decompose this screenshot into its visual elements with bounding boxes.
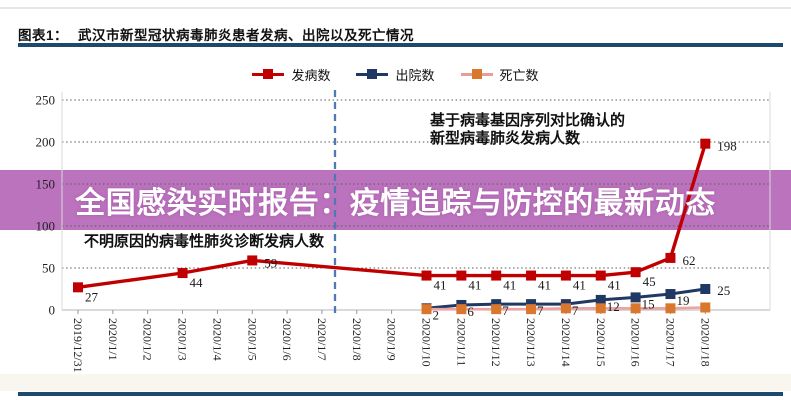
svg-text:2020/1/4: 2020/1/4 — [210, 318, 224, 361]
svg-text:2019/12/31: 2019/12/31 — [71, 318, 85, 373]
legend-label: 发病数 — [291, 67, 331, 83]
news-banner[interactable] — [0, 170, 791, 230]
svg-text:2020/1/10: 2020/1/10 — [420, 318, 434, 367]
svg-text:44: 44 — [190, 275, 204, 290]
x-axis-labels: 2019/12/31 2020/1/1 2020/1/2 2020/1/3 2020/1… — [71, 310, 712, 373]
svg-text:2020/1/16: 2020/1/16 — [629, 318, 643, 367]
svg-text:2: 2 — [433, 307, 440, 322]
top-hairline — [0, 7, 791, 9]
series-labels-onset-line: 27 44 59 41 41 41 41 41 41 45 62 198 — [85, 139, 737, 305]
svg-text:2020/1/15: 2020/1/15 — [594, 318, 608, 367]
series-onset-line — [73, 138, 711, 293]
figure-label: 图表1： — [18, 28, 69, 43]
svg-text:59: 59 — [264, 255, 277, 270]
svg-text:7: 7 — [537, 303, 544, 318]
svg-text:7: 7 — [502, 303, 509, 318]
svg-text:2020/1/12: 2020/1/12 — [489, 318, 503, 367]
legend-marker-icon — [460, 69, 493, 79]
bottom-strip — [0, 374, 791, 391]
title-divider — [18, 43, 783, 47]
figure-title: 图表1： 武汉市新型冠状病毒肺炎患者发病、出院以及死亡情况 — [18, 24, 778, 44]
svg-text:2020/1/5: 2020/1/5 — [245, 318, 259, 361]
svg-text:198: 198 — [717, 139, 737, 154]
svg-text:27: 27 — [85, 289, 99, 304]
svg-text:41: 41 — [503, 278, 516, 293]
legend-item-deaths: 死亡数 — [460, 65, 539, 84]
chart-title: 武汉市新型冠状病毒肺炎患者发病、出院以及死亡情况 — [78, 28, 415, 43]
svg-text:200: 200 — [36, 135, 56, 150]
annotation-unknown-pneumonia: 不明原因的病毒性肺炎诊断发病人数 — [84, 233, 325, 250]
svg-text:2020/1/6: 2020/1/6 — [280, 318, 294, 361]
svg-text:2020/1/8: 2020/1/8 — [350, 318, 364, 361]
news-banner-title[interactable]: 全国感染实时报告：疫情追踪与防控的最新动态 — [75, 187, 716, 220]
svg-text:2020/1/3: 2020/1/3 — [176, 318, 190, 361]
svg-text:2020/1/11: 2020/1/11 — [454, 318, 468, 366]
annotation-confirmed-cases: 基于病毒基因序列对比确认的 新型病毒肺炎发病人数 — [430, 112, 625, 148]
svg-text:41: 41 — [434, 278, 447, 293]
bottom-divider — [18, 392, 783, 396]
svg-text:15: 15 — [642, 296, 655, 311]
svg-text:19: 19 — [676, 293, 689, 308]
svg-text:7: 7 — [572, 303, 579, 318]
svg-text:41: 41 — [468, 278, 481, 293]
series-deaths-line — [421, 302, 711, 315]
svg-text:41: 41 — [538, 278, 551, 293]
series-labels-discharged-line: 2 6 7 7 7 12 15 19 25 — [433, 283, 731, 322]
svg-text:100: 100 — [36, 219, 56, 234]
svg-text:2020/1/9: 2020/1/9 — [385, 318, 399, 361]
chart-legend: 发病数 出院数 死亡数 — [0, 64, 791, 84]
svg-text:41: 41 — [573, 278, 586, 293]
legend-marker-icon — [356, 69, 389, 79]
svg-text:6: 6 — [467, 304, 474, 319]
svg-text:12: 12 — [607, 299, 620, 314]
svg-text:25: 25 — [717, 283, 730, 298]
svg-text:250: 250 — [36, 93, 56, 108]
legend-item-onset: 发病数 — [252, 65, 330, 84]
gridlines — [61, 92, 771, 311]
legend-label: 死亡数 — [499, 67, 539, 83]
svg-text:50: 50 — [42, 261, 55, 276]
svg-text:2020/1/13: 2020/1/13 — [524, 318, 538, 367]
legend-marker-icon — [252, 69, 285, 79]
svg-text:150: 150 — [36, 177, 56, 192]
svg-text:0: 0 — [49, 303, 56, 318]
svg-text:41: 41 — [608, 278, 621, 293]
legend-label: 出院数 — [395, 67, 435, 83]
y-axis-labels: 0 50 100 150 200 250 — [36, 93, 56, 318]
svg-text:2020/1/17: 2020/1/17 — [663, 318, 677, 367]
svg-text:2020/1/7: 2020/1/7 — [315, 318, 329, 361]
svg-text:62: 62 — [682, 253, 695, 268]
svg-text:2020/1/18: 2020/1/18 — [698, 318, 712, 367]
annotation-confirmed-line1: 基于病毒基因序列对比确认的 — [430, 112, 626, 129]
legend-item-discharged: 出院数 — [356, 65, 435, 84]
svg-text:2020/1/1: 2020/1/1 — [106, 318, 120, 361]
svg-text:2020/1/2: 2020/1/2 — [141, 318, 155, 361]
svg-text:2020/1/14: 2020/1/14 — [559, 318, 573, 367]
svg-text:45: 45 — [643, 274, 656, 289]
annotation-confirmed-line2: 新型病毒肺炎发病人数 — [430, 130, 581, 147]
